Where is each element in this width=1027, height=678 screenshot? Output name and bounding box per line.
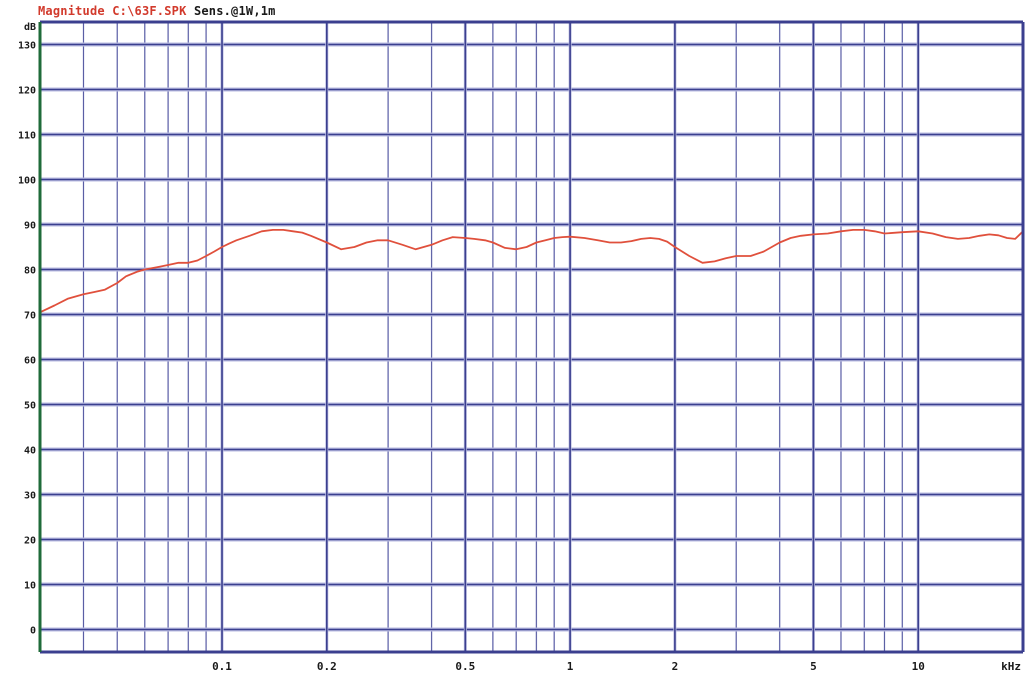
chart-header: Magnitude C:\63F.SPK Sens.@1W,1m xyxy=(38,4,276,20)
y-tick-label: 0 xyxy=(30,626,36,637)
y-tick-label: 30 xyxy=(24,491,36,502)
curve-layer xyxy=(39,228,1024,314)
y-axis-ticks: dB 0 10 20 30 40 50 60 70 80 90 100 110 120 130 xyxy=(18,22,36,637)
y-tick-label: 130 xyxy=(18,41,36,52)
chart-title: Magnitude C:\63F.SPK xyxy=(38,4,187,18)
minor-grid xyxy=(82,22,904,652)
plot-frame xyxy=(38,20,1025,654)
x-unit-label: kHz xyxy=(1001,660,1021,673)
sensitivity-label: Sens.@1W,1m xyxy=(193,4,276,18)
x-tick-label: 10 xyxy=(912,660,925,673)
y-tick-label: 80 xyxy=(24,266,36,277)
y-tick-label: 100 xyxy=(18,176,36,187)
plot-background xyxy=(40,22,1023,652)
y-tick-label: 10 xyxy=(24,581,36,592)
x-tick-label: 2 xyxy=(672,660,679,673)
y-tick-label: 40 xyxy=(24,446,36,457)
y-tick-label: 70 xyxy=(24,311,36,322)
x-tick-label: 0.2 xyxy=(317,660,337,673)
y-tick-label: 110 xyxy=(18,131,36,142)
x-tick-label: 0.5 xyxy=(455,660,475,673)
y-tick-label: 90 xyxy=(24,221,36,232)
x-tick-label: 5 xyxy=(810,660,817,673)
y-tick-label: 60 xyxy=(24,356,36,367)
x-tick-label: 1 xyxy=(567,660,574,673)
major-grid xyxy=(40,22,1023,652)
y-tick-label: 20 xyxy=(24,536,36,547)
magnitude-curve xyxy=(39,228,1024,314)
y-tick-label: 50 xyxy=(24,401,36,412)
y-tick-label: 120 xyxy=(18,86,36,97)
x-tick-label: 0.1 xyxy=(212,660,232,673)
y-unit-label: dB xyxy=(24,22,36,33)
x-axis-ticks: 0.1 0.2 0.5 1 2 5 10 kHz xyxy=(212,660,1021,673)
